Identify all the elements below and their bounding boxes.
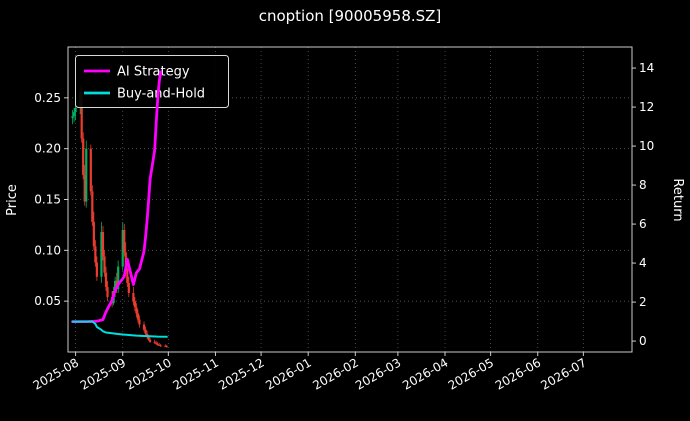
x-tick-label: 2025-11 [171,355,221,392]
price-tick-label: 0.15 [34,193,61,207]
x-tick-label: 2026-02 [310,355,360,392]
candle-body [132,293,135,302]
candle-body [153,341,156,343]
price-tick-label: 0.05 [34,294,61,308]
series-line-buy-and-hold [71,320,168,338]
legend: AI Strategy Buy-and-Hold [75,55,229,108]
candle-body [135,307,138,314]
return-tick-label: 12 [639,100,654,114]
price-tick-label: 0.25 [34,91,61,105]
candle-body [156,343,159,345]
candle-body [144,329,147,334]
return-tick-label: 6 [639,217,647,231]
return-tick-label: 14 [639,61,654,75]
candle-body [91,191,94,222]
legend-box [75,55,229,108]
series-layer [71,70,168,338]
legend-label-buy-and-hold: Buy-and-Hold [117,87,205,102]
chart-title: cnoption [90005958.SZ] [259,7,442,25]
x-tick-label: 2026-01 [263,355,313,392]
candle-body [114,280,117,291]
x-tick-label: 2026-03 [353,355,403,392]
candle-body [74,108,77,113]
candle-body [148,339,152,342]
candle-body [164,345,167,347]
candle-body [95,262,98,277]
candle-body [82,138,85,176]
series-line-ai-strategy [71,70,163,324]
candle-body [138,319,141,325]
grid-layer [68,47,632,352]
candle-body [127,282,130,294]
candle-body [104,272,108,287]
candle-body [117,266,120,289]
candle-body [83,175,86,202]
candle-body [106,286,109,298]
x-tick-label: 2026-04 [400,355,450,392]
return-axis-label: Return [670,178,685,221]
candle-body [159,345,162,347]
x-tick-label: 2025-09 [78,355,128,392]
candle-body [80,91,83,139]
price-axis-label: Price [5,184,20,216]
candle-body [85,148,88,202]
x-tick-label: 2025-10 [123,355,173,392]
return-tick-label: 0 [639,334,647,348]
return-tick-label: 10 [639,139,654,153]
candle-body [147,336,150,340]
candle-body [72,112,76,117]
legend-label-ai-strategy: AI Strategy [117,65,190,80]
candle-body [100,232,103,277]
x-tick-label: 2026-05 [446,355,496,392]
candle-body [71,116,74,119]
candle-body [94,246,97,263]
candle-body [133,301,136,308]
candle-body [123,230,126,253]
candle-body [165,346,168,348]
price-tick-label: 0.20 [34,142,61,156]
x-tick-label: 2026-06 [493,355,543,392]
candle-body [136,313,140,320]
candle-body [89,148,92,192]
return-tick-label: 4 [639,256,647,270]
return-tick-label: 2 [639,295,647,309]
candle-body [103,256,106,273]
return-tick-label: 8 [639,178,647,192]
candle-body [92,221,95,247]
candle-body [121,230,124,267]
candle-body [155,342,158,344]
candle-body [101,232,105,257]
x-tick-label: 2025-12 [216,355,266,392]
candle-body [158,344,161,346]
x-tick-label: 2026-07 [538,355,588,392]
candle-body [142,324,146,330]
x-tick-label: 2025-08 [31,355,81,392]
price-tick-label: 0.10 [34,243,61,257]
candle-body [126,268,129,283]
